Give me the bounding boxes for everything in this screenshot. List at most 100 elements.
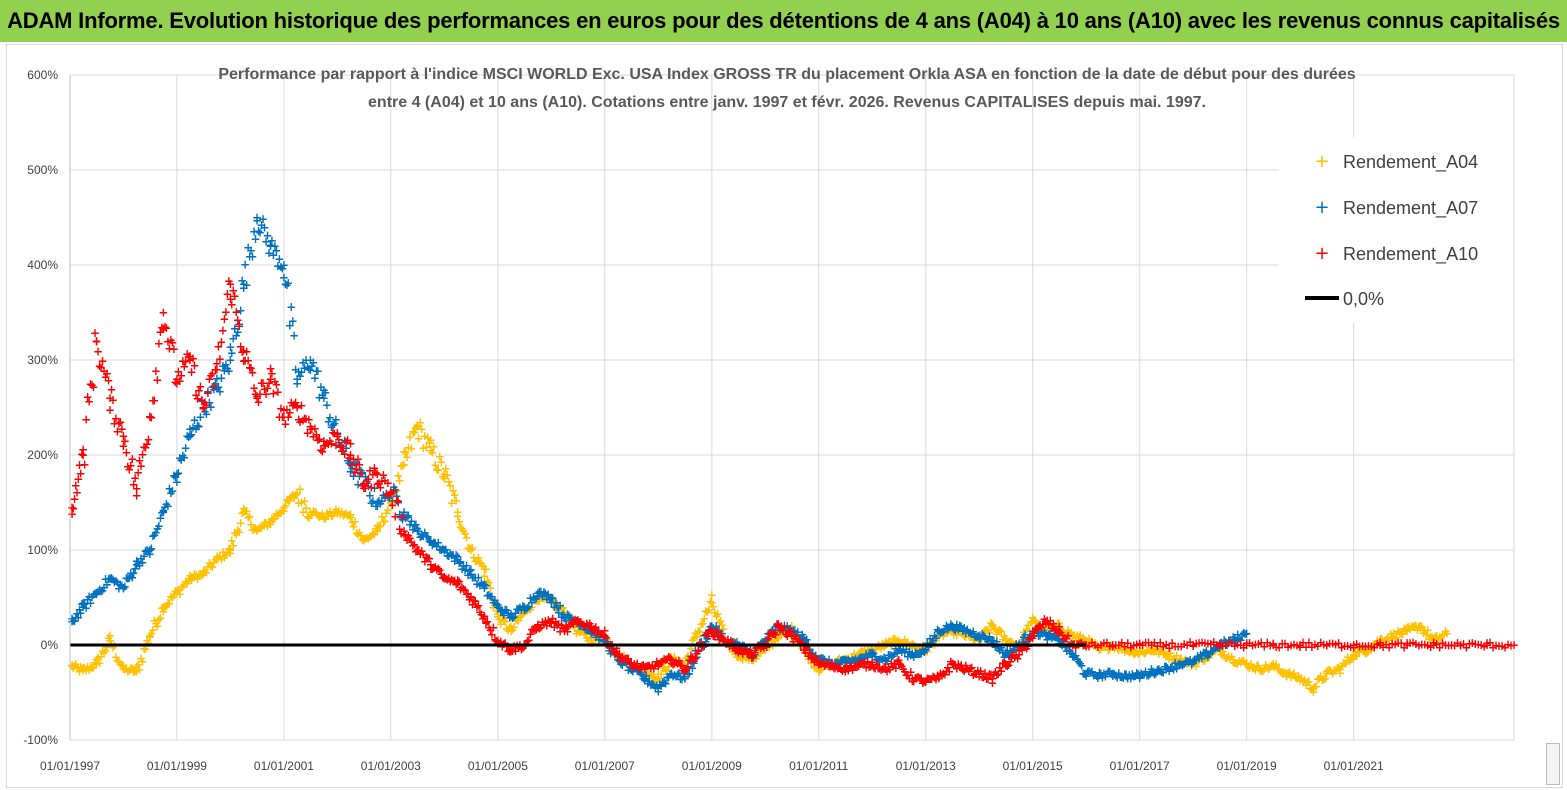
data-point-marker: + [1328,636,1338,650]
data-point: + [974,629,984,643]
data-point-marker: + [992,627,1002,641]
data-point-marker: + [1004,649,1014,663]
data-point-marker: + [527,622,537,636]
data-point-marker: + [1313,639,1323,653]
data-point: + [1215,643,1225,657]
data-point-marker: + [995,623,1005,637]
data-point-marker: + [805,642,815,656]
data-point-marker: + [123,572,133,586]
data-point-marker: + [573,620,583,634]
data-point-marker: + [540,590,550,604]
data-point-marker: + [201,566,211,580]
data-point-marker: + [567,610,577,624]
data-point-marker: + [356,529,366,543]
data-point-marker: + [724,640,734,654]
data-point-marker: + [629,657,639,671]
data-point-marker: + [1387,631,1397,645]
data-point-marker: + [818,657,828,671]
data-point-marker: + [1326,664,1336,678]
data-point-marker: + [876,642,886,656]
data-point-marker: + [555,624,565,638]
data-point-marker: + [341,435,351,449]
data-point-marker: + [1008,648,1018,662]
data-point-marker: + [996,664,1006,678]
data-point-marker: + [845,661,855,675]
data-point-marker: + [1090,636,1100,650]
data-point-marker: + [756,641,766,655]
data-point: + [987,619,997,633]
data-point-marker: + [1360,647,1370,661]
data-point-marker: + [537,615,547,629]
data-point-marker: + [494,601,504,615]
data-point-marker: + [1406,619,1416,633]
data-point: + [1375,638,1385,652]
data-point: + [573,624,583,638]
data-point-marker: + [332,426,342,440]
data-point-marker: + [1322,639,1332,653]
data-point-marker: + [206,559,216,573]
data-point-marker: + [1130,646,1140,660]
data-point: + [1188,638,1198,652]
data-point-marker: + [766,624,776,638]
data-point-marker: + [1176,652,1186,666]
data-point-marker: + [328,418,338,432]
data-point-marker: + [848,651,858,665]
data-point-marker: + [836,655,846,669]
data-point-marker: + [1201,651,1211,665]
data-point-marker: + [210,362,220,376]
data-point-marker: + [1088,668,1098,682]
data-point-marker: + [326,420,336,434]
data-point-marker: + [776,622,786,636]
data-point-marker: + [1056,621,1066,635]
data-point-marker: + [713,628,723,642]
data-point-marker: + [461,558,471,572]
data-point-marker: + [1016,640,1026,654]
data-point-marker: + [1164,641,1174,655]
data-point-marker: + [1273,662,1283,676]
data-point-marker: + [164,342,174,356]
data-point-marker: + [412,522,422,536]
data-point-marker: + [719,635,729,649]
data-point-marker: + [735,643,745,657]
data-point-marker: + [513,602,523,616]
data-point-marker: + [335,507,345,521]
data-point-marker: + [1197,650,1207,664]
data-point-marker: + [727,645,737,659]
scrollbar-stub[interactable] [1546,743,1560,785]
data-point-marker: + [1022,634,1032,648]
legend-item-a04: + Rendement_A04 [1314,151,1478,173]
data-point-marker: + [903,649,913,663]
data-point-marker: + [769,632,779,646]
data-point-marker: + [77,597,87,611]
data-point-marker: + [1395,625,1405,639]
data-point-marker: + [992,668,1002,682]
data-point-marker: + [773,618,783,632]
data-point-marker: + [1234,631,1244,645]
data-point-marker: + [1289,637,1299,651]
data-point-marker: + [289,397,299,411]
data-point: + [1242,627,1252,641]
data-point-marker: + [1169,652,1179,666]
data-point-marker: + [536,585,546,599]
data-point-marker: + [1432,637,1442,651]
data-point-marker: + [301,353,311,367]
data-point-marker: + [273,385,283,399]
data-point-marker: + [414,432,424,446]
data-point-marker: + [1239,626,1249,640]
data-point-marker: + [875,652,885,666]
data-point-marker: + [1031,622,1041,636]
data-point-marker: + [237,506,247,520]
data-point-marker: + [447,573,457,587]
data-point-marker: + [380,514,390,528]
data-point-marker: + [68,661,78,675]
data-point-marker: + [583,623,593,637]
data-point-marker: + [242,344,252,358]
data-point-marker: + [454,574,464,588]
data-point-marker: + [577,618,587,632]
data-point-marker: + [469,593,479,607]
data-point-marker: + [130,664,140,678]
data-point: + [600,630,610,644]
data-point-marker: + [821,657,831,671]
data-point-marker: + [1053,625,1063,639]
data-point-marker: + [115,415,125,429]
